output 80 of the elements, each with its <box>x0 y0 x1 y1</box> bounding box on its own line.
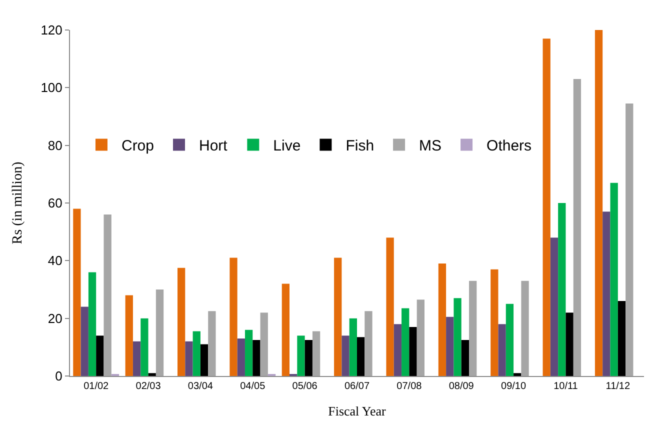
bar <box>566 312 574 376</box>
bar <box>132 341 141 376</box>
bar <box>357 337 365 376</box>
bar <box>104 214 112 376</box>
legend-label: Others <box>486 138 532 155</box>
bar <box>402 308 410 376</box>
bar <box>594 30 603 376</box>
y-tick-label: 40 <box>48 253 62 268</box>
bar <box>73 208 81 376</box>
legend-label: Live <box>273 138 301 155</box>
x-axis-title: Fiscal Year <box>328 404 387 419</box>
bar <box>208 311 216 376</box>
bar <box>125 295 133 376</box>
bar <box>304 340 312 376</box>
x-tick-label: 01/02 <box>84 381 110 392</box>
y-tick-label: 60 <box>48 196 62 211</box>
bar <box>349 318 357 376</box>
x-tick-label: 02/03 <box>136 381 162 392</box>
bar <box>409 326 417 376</box>
x-tick-label: 11/12 <box>606 381 630 392</box>
x-tick-label: 05/06 <box>292 381 318 392</box>
bar <box>386 238 394 376</box>
bar <box>618 301 626 376</box>
bar <box>156 290 164 376</box>
legend-label: Crop <box>121 138 154 155</box>
bar <box>438 264 446 376</box>
legend-label: MS <box>419 138 442 155</box>
x-tick-label: 10/11 <box>554 381 578 392</box>
bar <box>282 284 290 376</box>
bar <box>252 340 260 376</box>
x-tick-label: 03/04 <box>188 381 214 392</box>
bar <box>514 373 522 376</box>
bar <box>446 316 454 376</box>
bar <box>297 336 305 376</box>
bar <box>469 280 477 376</box>
bar <box>237 338 245 376</box>
bar <box>454 298 462 376</box>
bar <box>558 203 566 376</box>
x-tick-label: 04/05 <box>240 381 266 392</box>
bar <box>490 269 498 376</box>
bar <box>140 318 148 376</box>
x-tick-label: 07/08 <box>396 381 422 392</box>
bar <box>334 258 342 376</box>
bar <box>88 272 96 376</box>
bar <box>521 280 529 376</box>
bar <box>312 331 320 376</box>
bar <box>506 304 514 376</box>
y-tick-label: 20 <box>48 310 62 326</box>
bar <box>342 336 350 376</box>
bar <box>177 268 186 376</box>
bar <box>192 331 200 376</box>
bar <box>230 258 238 376</box>
bar <box>626 104 634 376</box>
bar <box>200 344 208 376</box>
bar <box>498 324 506 376</box>
bar <box>96 336 104 376</box>
bar <box>610 182 618 376</box>
bar <box>394 324 402 376</box>
y-tick-label: 0 <box>55 368 62 384</box>
y-tick-label: 100 <box>40 80 62 96</box>
bar <box>260 312 268 376</box>
legend-label: Fish <box>346 138 374 155</box>
bar <box>244 330 253 376</box>
bar <box>416 300 424 376</box>
x-tick-label: 08/09 <box>448 381 474 392</box>
x-tick-label: 06/07 <box>344 381 370 392</box>
bar <box>461 340 470 376</box>
y-tick-label: 120 <box>40 22 62 38</box>
bar <box>542 38 550 376</box>
bar <box>185 341 193 376</box>
x-tick-label: 09/10 <box>501 381 526 392</box>
bar <box>550 238 558 376</box>
bar <box>148 373 156 376</box>
bar <box>573 79 582 376</box>
legend-label: Hort <box>198 138 228 155</box>
y-axis-title: Rs (in million) <box>10 161 26 244</box>
bar <box>602 212 610 376</box>
y-tick-label: 80 <box>48 138 62 153</box>
bar <box>364 311 372 376</box>
bar <box>80 306 88 376</box>
